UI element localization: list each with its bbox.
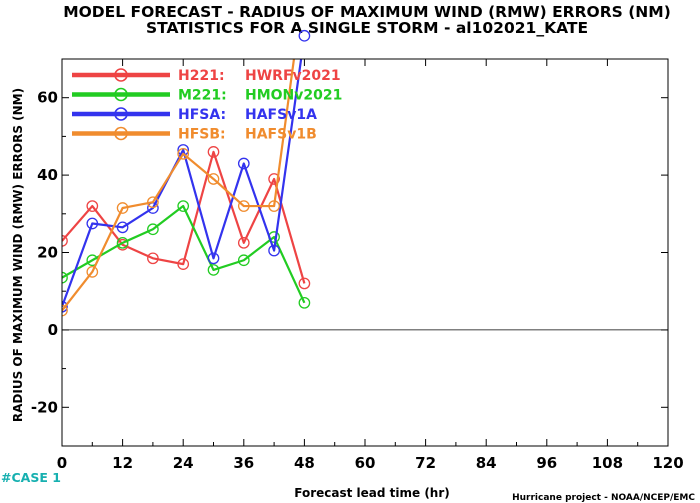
- legend-model-code: H221:: [178, 68, 225, 84]
- x-axis-label: Forecast lead time (hr): [294, 486, 450, 500]
- x-tick-label: 84: [476, 454, 497, 472]
- data-point: [86, 265, 99, 278]
- legend-model-code: HFSB:: [178, 127, 226, 143]
- data-point: [237, 254, 250, 267]
- series-hafsv1b: [62, 59, 296, 317]
- data-point: [62, 271, 68, 284]
- series-hwrfv2021: [62, 146, 311, 290]
- data-point: [237, 236, 250, 249]
- legend-model-label: HAFSv1B: [245, 127, 317, 143]
- case-label: #CASE 1: [1, 470, 61, 485]
- series-line: [62, 59, 296, 312]
- series-line: [62, 204, 306, 304]
- x-tick-label: 0: [57, 454, 67, 472]
- data-point: [62, 304, 68, 317]
- x-axis-ticks: 0 12 24 36 48 60 72 84 96 108 120: [57, 59, 684, 472]
- series-line: [62, 59, 303, 308]
- data-point: [147, 252, 159, 265]
- legend-swatch-marker: [114, 68, 128, 82]
- data-point: [62, 235, 68, 247]
- data-point: [116, 236, 129, 249]
- chart-subtitle: STATISTICS FOR A SINGLE STORM - al102021…: [146, 19, 588, 37]
- legend-swatch-marker: [114, 107, 128, 121]
- y-tick-label: 0: [48, 321, 58, 339]
- data-point: [147, 196, 159, 209]
- data-point: [207, 252, 220, 265]
- x-tick-label: 108: [592, 454, 623, 472]
- data-point: [207, 264, 220, 276]
- y-axis-label: RADIUS OF MAXIMUM WIND (RMW) ERRORS (NM): [11, 88, 25, 422]
- legend-model-label: HAFSv1A: [245, 107, 317, 123]
- legend-model-code: M221:: [178, 88, 227, 104]
- series-hmonv2021: [62, 200, 311, 309]
- legend-model-label: HWRFv2021: [245, 68, 341, 84]
- data-point: [86, 217, 99, 230]
- x-tick-label: 60: [355, 454, 376, 472]
- chart-title: MODEL FORECAST - RADIUS OF MAXIMUM WIND …: [63, 3, 671, 21]
- x-tick-label: 24: [173, 454, 194, 472]
- y-axis-ticks: -20 0 20 40 60: [31, 58, 668, 447]
- data-point: [237, 157, 250, 170]
- legend-swatch-marker: [114, 87, 128, 102]
- data-point: [207, 173, 220, 185]
- data-point: [62, 300, 68, 313]
- x-tick-label: 12: [112, 454, 133, 472]
- data-point: [268, 200, 280, 212]
- x-tick-label: 96: [536, 454, 557, 472]
- y-tick-label: 60: [37, 89, 58, 107]
- legend-model-label: HMONv2021: [245, 88, 342, 104]
- data-point: [116, 202, 129, 214]
- data-point: [268, 244, 280, 257]
- data-point: [147, 223, 159, 236]
- data-point: [177, 200, 190, 212]
- data-point: [237, 200, 250, 212]
- credit-text: Hurricane project - NOAA/NCEP/EMC: [512, 493, 695, 503]
- data-point: [298, 277, 311, 290]
- x-tick-label: 36: [233, 454, 254, 472]
- legend-model-code: HFSA:: [178, 107, 226, 123]
- data-point: [268, 173, 280, 185]
- series-line: [62, 150, 306, 284]
- data-point: [116, 221, 129, 234]
- data-point: [177, 258, 190, 270]
- overflow-marker-layer: [298, 29, 311, 42]
- series-layer: [62, 59, 311, 317]
- y-tick-label: 40: [37, 166, 58, 184]
- x-tick-label: 48: [294, 454, 315, 472]
- data-point: [86, 200, 99, 212]
- data-point: [298, 29, 311, 42]
- data-point: [298, 296, 311, 309]
- data-point: [177, 147, 190, 160]
- legend: H221: HWRFv2021 M221: HMONv2021 HFSA: HAFSv1A…: [72, 68, 342, 143]
- x-tick-label: 72: [415, 454, 436, 472]
- x-tick-label: 120: [652, 454, 683, 472]
- legend-swatch-marker: [114, 126, 128, 141]
- data-point: [207, 146, 220, 158]
- y-tick-label: -20: [31, 398, 58, 416]
- y-tick-label: 20: [37, 244, 58, 262]
